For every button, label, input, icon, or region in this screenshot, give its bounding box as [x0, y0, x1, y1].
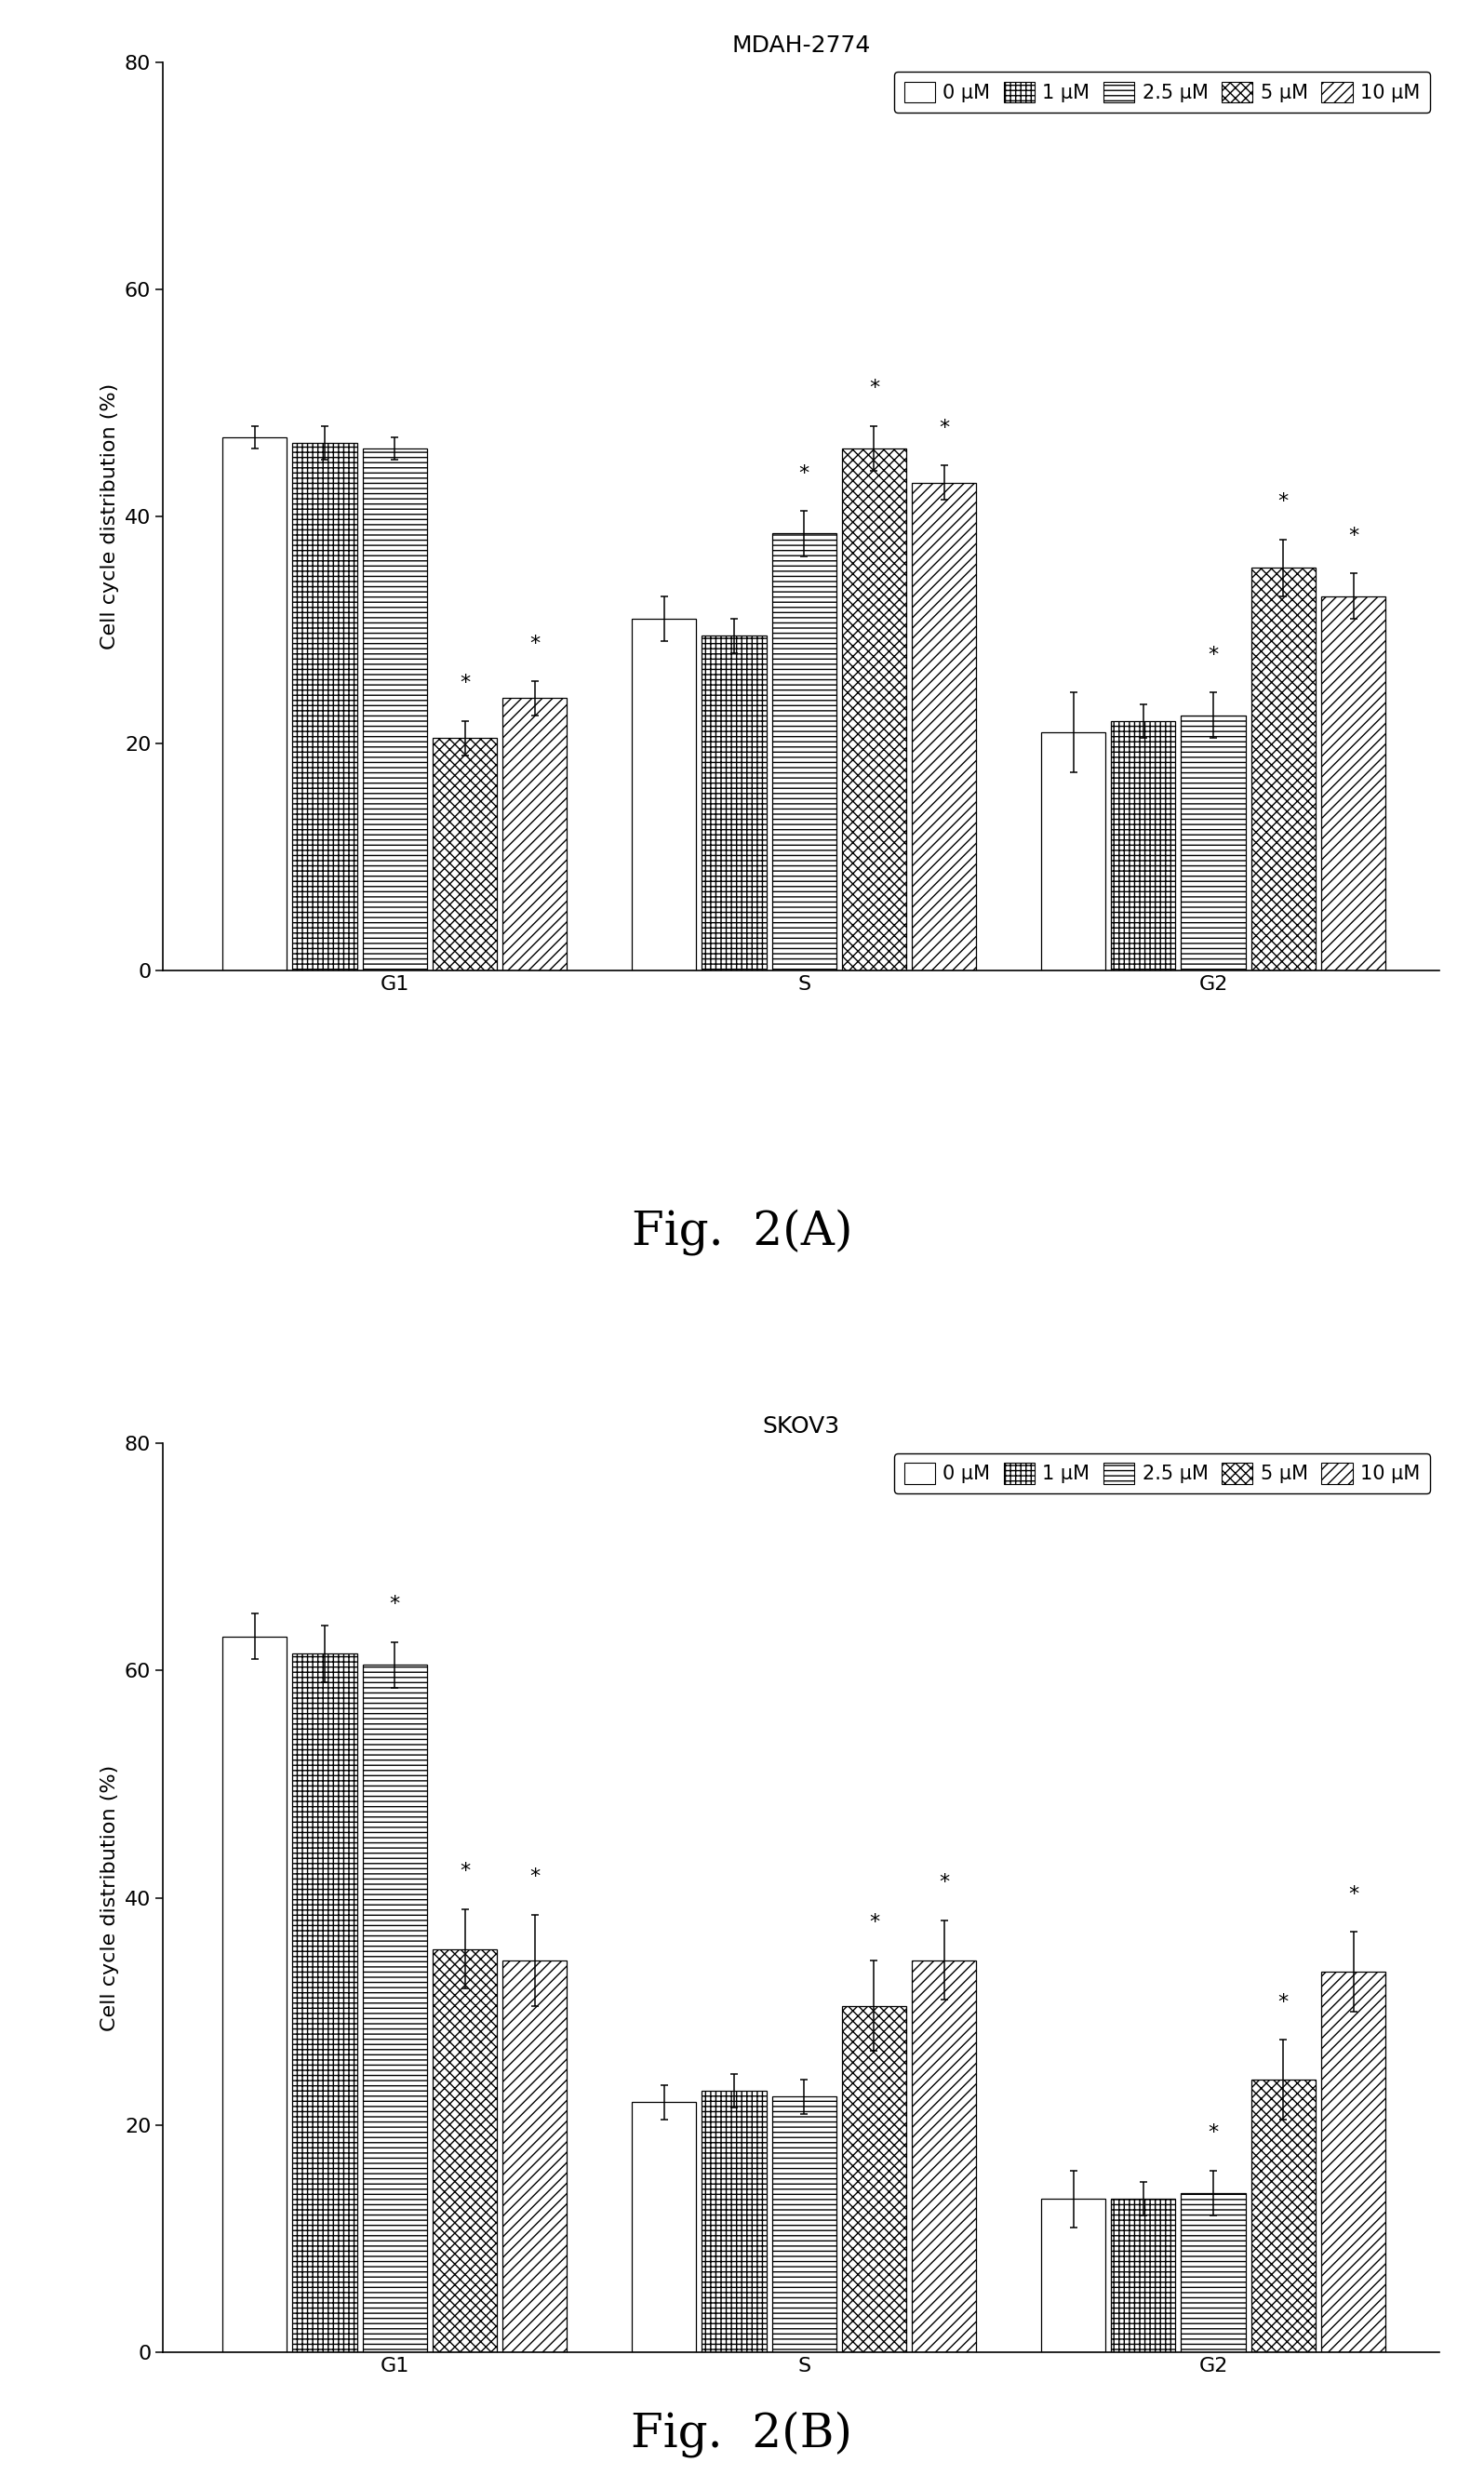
- Bar: [1181, 2193, 1245, 2352]
- Text: Fig.  2(B): Fig. 2(B): [631, 2412, 853, 2457]
- Text: *: *: [868, 1914, 880, 1931]
- Bar: [362, 448, 427, 971]
- Bar: [911, 1961, 976, 2352]
- Bar: [1251, 2078, 1315, 2352]
- Text: Fig.  2(A): Fig. 2(A): [632, 1210, 852, 1254]
- Bar: [1042, 732, 1106, 971]
- Text: *: *: [1208, 645, 1218, 665]
- Y-axis label: Cell cycle distribution (%): Cell cycle distribution (%): [101, 383, 119, 650]
- Bar: [433, 739, 497, 971]
- Bar: [1112, 2198, 1175, 2352]
- Bar: [911, 483, 976, 971]
- Bar: [772, 2096, 837, 2352]
- Bar: [223, 438, 286, 971]
- Bar: [632, 2103, 696, 2352]
- Title: MDAH-2774: MDAH-2774: [732, 35, 871, 57]
- Y-axis label: Cell cycle distribution (%): Cell cycle distribution (%): [101, 1765, 119, 2031]
- Text: *: *: [1278, 1994, 1288, 2011]
- Bar: [841, 448, 907, 971]
- Bar: [503, 1961, 567, 2352]
- Text: *: *: [1347, 1884, 1358, 1904]
- Text: *: *: [798, 463, 809, 483]
- Bar: [433, 1949, 497, 2352]
- Bar: [362, 1665, 427, 2352]
- Text: *: *: [868, 378, 880, 398]
- Bar: [1321, 1971, 1386, 2352]
- Title: SKOV3: SKOV3: [763, 1416, 840, 1439]
- Bar: [1251, 567, 1315, 971]
- Text: *: *: [1347, 525, 1358, 545]
- Text: *: *: [390, 1595, 401, 1613]
- Text: *: *: [939, 418, 950, 438]
- Bar: [772, 533, 837, 971]
- Bar: [292, 443, 358, 971]
- Bar: [1181, 714, 1245, 971]
- Bar: [503, 699, 567, 971]
- Legend: 0 μM, 1 μM, 2.5 μM, 5 μM, 10 μM: 0 μM, 1 μM, 2.5 μM, 5 μM, 10 μM: [895, 1454, 1429, 1493]
- Text: *: *: [530, 1867, 540, 1887]
- Bar: [841, 2006, 907, 2352]
- Bar: [292, 1653, 358, 2352]
- Text: *: *: [1278, 493, 1288, 510]
- Text: *: *: [1208, 2123, 1218, 2143]
- Bar: [632, 620, 696, 971]
- Bar: [702, 635, 766, 971]
- Bar: [1112, 722, 1175, 971]
- Text: *: *: [460, 675, 470, 692]
- Text: *: *: [939, 1874, 950, 1892]
- Bar: [223, 1638, 286, 2352]
- Bar: [1321, 595, 1386, 971]
- Text: *: *: [460, 1862, 470, 1882]
- Legend: 0 μM, 1 μM, 2.5 μM, 5 μM, 10 μM: 0 μM, 1 μM, 2.5 μM, 5 μM, 10 μM: [895, 72, 1429, 112]
- Bar: [1042, 2198, 1106, 2352]
- Bar: [702, 2091, 766, 2352]
- Text: *: *: [530, 635, 540, 652]
